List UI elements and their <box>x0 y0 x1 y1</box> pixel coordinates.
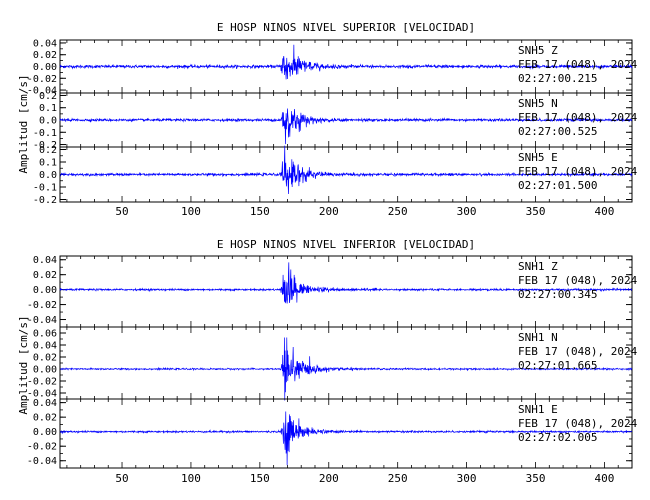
y-tick-label: 0.0 <box>39 116 57 127</box>
x-tick-label: 50 <box>115 205 128 218</box>
y-tick-label: 0.1 <box>39 103 57 114</box>
y-tick-label: 0.00 <box>33 427 57 438</box>
station-label: SNH5 N <box>518 97 558 110</box>
y-tick-label: 0.2 <box>39 145 57 156</box>
x-tick-label: 250 <box>388 472 408 485</box>
y-tick-label: 0.02 <box>33 270 57 281</box>
waveform-trace <box>59 108 633 145</box>
y-tick-label: 0.04 <box>33 38 57 49</box>
chart-nivel-superior: E HOSP NINOS NIVEL SUPERIOR [VELOCIDAD] A… <box>17 21 638 218</box>
y-tick-label: 0.06 <box>33 329 57 340</box>
x-tick-label: 200 <box>319 472 339 485</box>
chart-nivel-inferior: E HOSP NINOS NIVEL INFERIOR [VELOCIDAD] A… <box>17 238 638 485</box>
y-tick-label: -0.04 <box>27 389 57 400</box>
chart-title: E HOSP NINOS NIVEL SUPERIOR [VELOCIDAD] <box>217 21 475 34</box>
y-tick-label: 0.04 <box>33 398 57 409</box>
x-tick-label: 400 <box>594 472 614 485</box>
date-label: FEB 17 (048), 2024 <box>518 111 638 124</box>
station-label: SNH5 Z <box>518 44 558 57</box>
y-tick-label: -0.02 <box>27 74 57 85</box>
x-tick-label: 150 <box>250 472 270 485</box>
station-label: SNH1 Z <box>518 260 558 273</box>
y-tick-label: -0.04 <box>27 86 57 97</box>
waveform-trace <box>59 262 633 304</box>
station-label: SNH1 N <box>518 331 558 344</box>
x-tick-label: 50 <box>115 472 128 485</box>
date-label: FEB 17 (048), 2024 <box>518 274 638 287</box>
start-time-label: 02:27:01.665 <box>518 359 597 372</box>
start-time-label: 02:27:02.005 <box>518 431 597 444</box>
x-tick-label: 300 <box>457 205 477 218</box>
panel-frame <box>59 398 633 469</box>
y-tick-label: -0.04 <box>27 456 57 467</box>
date-label: FEB 17 (048), 2024 <box>518 417 638 430</box>
x-tick-label: 250 <box>388 205 408 218</box>
y-axis-label: Amplitud [cm/s] <box>17 74 30 173</box>
y-tick-label: -0.04 <box>27 315 57 326</box>
x-tick-label: 300 <box>457 472 477 485</box>
x-tick-label: 400 <box>594 205 614 218</box>
y-tick-label: 0.2 <box>39 91 57 102</box>
y-tick-label: 0.00 <box>33 365 57 376</box>
y-tick-label: 0.02 <box>33 353 57 364</box>
waveform-trace <box>59 145 633 195</box>
start-time-label: 02:27:01.500 <box>518 179 597 192</box>
station-label: SNH1 E <box>518 403 558 416</box>
start-time-label: 02:27:00.215 <box>518 72 597 85</box>
y-tick-label: 0.04 <box>33 255 57 266</box>
x-tick-label: 350 <box>526 472 546 485</box>
date-label: FEB 17 (048), 2024 <box>518 345 638 358</box>
waveform-trace <box>59 337 633 401</box>
y-tick-label: -0.2 <box>33 140 57 151</box>
x-tick-label: 200 <box>319 205 339 218</box>
x-tick-label: 100 <box>181 205 201 218</box>
y-tick-label: -0.02 <box>27 377 57 388</box>
y-tick-label: -0.02 <box>27 442 57 453</box>
y-tick-label: -0.1 <box>33 183 57 194</box>
y-tick-label: -0.02 <box>27 300 57 311</box>
waveform-trace <box>59 411 633 466</box>
y-tick-label: 0.1 <box>39 158 57 169</box>
y-tick-label: 0.02 <box>33 50 57 61</box>
start-time-label: 02:27:00.525 <box>518 125 597 138</box>
x-tick-label: 150 <box>250 205 270 218</box>
waveform-trace <box>59 44 633 80</box>
y-tick-label: 0.0 <box>39 170 57 181</box>
y-tick-label: -0.1 <box>33 128 57 139</box>
station-label: SNH5 E <box>518 151 558 164</box>
y-axis-label: Amplitud [cm/s] <box>17 315 30 414</box>
x-tick-label: 350 <box>526 205 546 218</box>
y-tick-label: 0.00 <box>33 62 57 73</box>
date-label: FEB 17 (048), 2024 <box>518 58 638 71</box>
y-tick-label: 0.04 <box>33 341 57 352</box>
date-label: FEB 17 (048), 2024 <box>518 165 638 178</box>
y-tick-label: -0.2 <box>33 195 57 206</box>
y-tick-label: 0.02 <box>33 413 57 424</box>
start-time-label: 02:27:00.345 <box>518 288 597 301</box>
x-tick-label: 100 <box>181 472 201 485</box>
chart-title: E HOSP NINOS NIVEL INFERIOR [VELOCIDAD] <box>217 238 475 251</box>
y-tick-label: 0.00 <box>33 285 57 296</box>
